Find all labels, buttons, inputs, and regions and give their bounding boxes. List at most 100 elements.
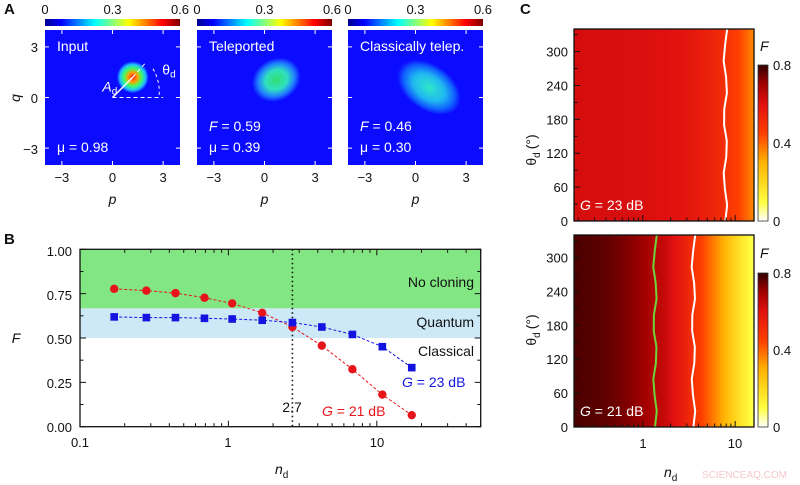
heatmap-cell-column xyxy=(636,29,639,221)
series-label-text: = 23 dB xyxy=(417,374,466,390)
heatmap-cell-column xyxy=(600,235,603,427)
watermark: SCIENCEAQ.COM xyxy=(702,470,787,481)
c-heatmap-21db xyxy=(574,234,755,428)
heatmap-cell-column xyxy=(686,29,689,221)
heatmap-cell-column xyxy=(624,29,627,221)
b-ytick: 0.75 xyxy=(47,288,72,303)
data-point-square xyxy=(288,318,297,327)
c-bottom-colorbar-label: F xyxy=(760,245,770,261)
data-point-circle xyxy=(348,365,357,374)
x-tick-label: −3 xyxy=(54,170,69,185)
heatmap-cell-column xyxy=(666,235,669,427)
heatmap-cell-column xyxy=(738,29,741,221)
heatmap-cell-column xyxy=(590,235,593,427)
heatmap-cell-column xyxy=(672,29,675,221)
heatmap-cell-column xyxy=(676,29,679,221)
c-bottom-ylabel: θd (°) xyxy=(523,314,543,345)
y-tick-label: 240 xyxy=(546,78,568,93)
heatmap-cell-column xyxy=(698,235,701,427)
region-no-cloning xyxy=(80,249,481,309)
heatmap-cell-column xyxy=(678,235,681,427)
heatmap-cell-column xyxy=(720,29,723,221)
heatmap-cell-column xyxy=(734,29,737,221)
heatmap-cell-column xyxy=(582,29,585,221)
heatmap-cell-column xyxy=(602,235,605,427)
colorbar xyxy=(45,19,180,26)
heatmap-cell-column xyxy=(730,235,733,427)
data-point-square xyxy=(110,313,118,321)
data-point-circle xyxy=(227,299,237,308)
wigner-blob xyxy=(397,59,461,115)
heatmap-cell-column xyxy=(598,235,601,427)
heatmap-cell-column xyxy=(604,235,607,427)
heatmap-cell-column xyxy=(704,235,707,427)
panel-label-c: C xyxy=(520,1,531,18)
heatmap-cell-column xyxy=(716,29,719,221)
colorbar-tick: 0 xyxy=(41,2,48,17)
heatmap-cell-column xyxy=(640,235,643,427)
data-point-square xyxy=(258,316,267,325)
b-ytick: 1.00 xyxy=(47,244,72,259)
fidelity-value: = 0.46 xyxy=(372,118,412,134)
c-top-ylabel: θd (°) xyxy=(523,134,543,165)
c-heatmap-23db xyxy=(574,28,755,222)
c-top-frame xyxy=(573,28,755,222)
heatmap-cell-column xyxy=(632,29,635,221)
heatmap-cell-column xyxy=(596,235,599,427)
heatmap-cell-column xyxy=(720,235,723,427)
colorbar xyxy=(197,19,332,26)
b-plot-frame xyxy=(79,248,482,428)
c-xlabel: nd xyxy=(664,464,677,484)
y-tick-label: 0 xyxy=(561,214,568,229)
series-label-23db: G = 23 dB xyxy=(402,374,465,390)
heatmap-cell-column xyxy=(752,235,755,427)
b-ytick: 0.00 xyxy=(47,420,72,435)
y-tick-label: 120 xyxy=(546,352,568,367)
data-point-circle xyxy=(200,293,209,302)
heatmap-cell-column xyxy=(588,235,591,427)
heatmap-cell-column xyxy=(748,29,751,221)
heatmap-cell-column xyxy=(742,235,745,427)
heatmap-cell-column xyxy=(652,29,655,221)
heatmap-cell-column xyxy=(640,29,643,221)
heatmap-cell-column xyxy=(696,235,699,427)
heatmap-cell-column xyxy=(624,235,627,427)
b-ylabel: F xyxy=(12,330,22,346)
a-ytick: 3 xyxy=(31,40,38,55)
heatmap-cell-column xyxy=(742,29,745,221)
heatmap-cell-column xyxy=(642,235,645,427)
wigner-blob xyxy=(251,57,301,103)
heatmap-cell-column xyxy=(620,29,623,221)
heatmap-cell-column xyxy=(718,235,721,427)
heatmap-cell-column xyxy=(700,235,703,427)
label-var: G xyxy=(580,403,591,419)
heatmap-cell-column xyxy=(580,29,583,221)
b-ytick: 0.50 xyxy=(47,332,72,347)
region-quantum xyxy=(80,308,481,338)
data-point-square xyxy=(228,315,236,323)
heatmap-cell-column xyxy=(642,29,645,221)
xlabel-sub: d xyxy=(672,473,678,484)
y-tick-label: 120 xyxy=(546,146,568,161)
series-label-text: = 21 dB xyxy=(337,403,386,419)
colorbar-tick: 0.3 xyxy=(255,2,273,17)
series-label-21db: G = 21 dB xyxy=(322,403,385,419)
plot-title: Teleported xyxy=(209,38,274,54)
data-point-circle xyxy=(142,286,151,295)
heatmap-cell-column xyxy=(692,29,695,221)
purity-label: μ = 0.39 xyxy=(209,139,260,155)
heatmap-cell-column xyxy=(750,29,753,221)
ylabel-sub: d xyxy=(532,152,543,158)
data-point-circle xyxy=(171,288,180,298)
colorbar-tick: 0.6 xyxy=(171,2,189,17)
amplitude-extension xyxy=(132,61,147,78)
heatmap-cell-column xyxy=(600,29,603,221)
heatmap-cell-column xyxy=(650,29,653,221)
y-tick-label: 0 xyxy=(561,420,568,435)
heatmap-cell-column xyxy=(688,29,691,221)
data-point-square xyxy=(171,313,180,322)
heatmap-cell-column xyxy=(718,29,721,221)
heatmap-cell-column xyxy=(686,235,689,427)
